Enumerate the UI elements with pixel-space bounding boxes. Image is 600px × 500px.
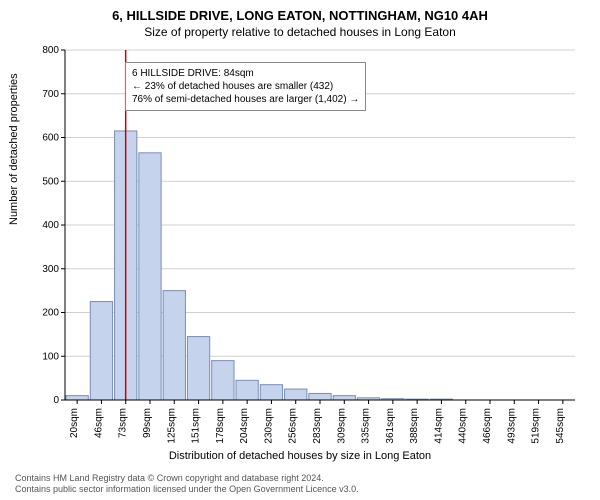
svg-text:125sqm: 125sqm [166, 408, 177, 444]
svg-text:20sqm: 20sqm [69, 408, 80, 438]
svg-text:500: 500 [42, 176, 59, 187]
svg-text:335sqm: 335sqm [361, 408, 372, 444]
svg-text:466sqm: 466sqm [482, 408, 493, 444]
svg-text:73sqm: 73sqm [118, 408, 129, 438]
svg-text:283sqm: 283sqm [312, 408, 323, 444]
footer: Contains HM Land Registry data © Crown c… [15, 473, 359, 495]
chart-container: 6, HILLSIDE DRIVE, LONG EATON, NOTTINGHA… [0, 0, 600, 500]
svg-text:151sqm: 151sqm [191, 408, 202, 444]
svg-text:440sqm: 440sqm [458, 408, 469, 444]
annotation-line1: 6 HILLSIDE DRIVE: 84sqm [132, 67, 359, 80]
svg-text:200: 200 [42, 308, 59, 319]
title-main: 6, HILLSIDE DRIVE, LONG EATON, NOTTINGHA… [0, 0, 600, 23]
footer-line1: Contains HM Land Registry data © Crown c… [15, 473, 359, 484]
svg-text:519sqm: 519sqm [531, 408, 542, 444]
svg-text:46sqm: 46sqm [93, 408, 104, 438]
svg-text:178sqm: 178sqm [215, 408, 226, 444]
annotation-line3: 76% of semi-detached houses are larger (… [132, 93, 359, 106]
svg-text:388sqm: 388sqm [409, 408, 420, 444]
annotation-line2: ← 23% of detached houses are smaller (43… [132, 80, 359, 93]
svg-text:0: 0 [53, 395, 59, 406]
chart-area: 010020030040050060070080020sqm46sqm73sqm… [65, 50, 575, 400]
svg-text:600: 600 [42, 133, 59, 144]
x-axis-label: Distribution of detached houses by size … [0, 450, 600, 462]
svg-text:300: 300 [42, 264, 59, 275]
footer-line2: Contains public sector information licen… [15, 484, 359, 495]
svg-text:700: 700 [42, 89, 59, 100]
svg-text:256sqm: 256sqm [288, 408, 299, 444]
svg-text:493sqm: 493sqm [506, 408, 517, 444]
svg-text:545sqm: 545sqm [555, 408, 566, 444]
svg-text:204sqm: 204sqm [239, 408, 250, 444]
svg-text:400: 400 [42, 220, 59, 231]
annotation-box: 6 HILLSIDE DRIVE: 84sqm ← 23% of detache… [125, 62, 366, 111]
title-sub: Size of property relative to detached ho… [0, 23, 600, 39]
svg-text:100: 100 [42, 351, 59, 362]
svg-text:230sqm: 230sqm [263, 408, 274, 444]
svg-text:414sqm: 414sqm [433, 408, 444, 444]
y-axis-label: Number of detached properties [8, 73, 20, 225]
svg-text:309sqm: 309sqm [336, 408, 347, 444]
svg-text:361sqm: 361sqm [385, 408, 396, 444]
svg-text:99sqm: 99sqm [142, 408, 153, 438]
svg-text:800: 800 [42, 45, 59, 56]
